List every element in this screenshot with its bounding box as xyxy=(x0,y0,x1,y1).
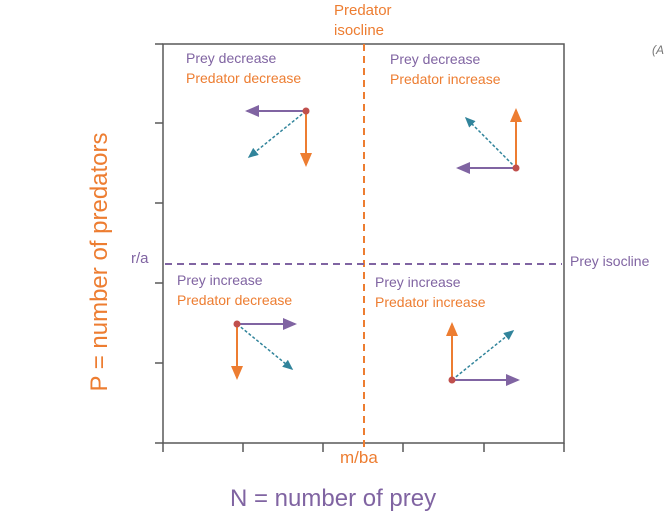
corner-mark: (A xyxy=(652,43,664,57)
top-right-prey: Prey decrease xyxy=(390,51,481,67)
bottom-right-predator: Predator increase xyxy=(375,294,486,310)
m-over-ba-label: m/ba xyxy=(340,448,378,467)
axes-frame xyxy=(155,43,565,452)
prey-isocline-label: Prey isocline xyxy=(570,253,650,269)
vector-bottom-left xyxy=(231,318,297,380)
x-axis-title: N = number of prey xyxy=(230,485,437,512)
bottom-right-prey: Prey increase xyxy=(375,274,461,290)
top-left-prey: Prey decrease xyxy=(186,50,277,66)
predator-isocline-label-1: Predator xyxy=(334,2,392,19)
vector-bottom-right xyxy=(446,322,520,386)
y-axis-title: P = number of predators xyxy=(86,132,113,392)
bottom-left-predator: Predator decrease xyxy=(177,292,293,308)
r-over-a-label: r/a xyxy=(131,250,149,267)
predator-isocline-label-2: isocline xyxy=(334,22,385,39)
vector-top-left xyxy=(245,105,312,167)
vector-top-right xyxy=(456,108,522,174)
top-left-predator: Predator decrease xyxy=(186,70,302,86)
top-right-predator: Predator increase xyxy=(390,71,501,87)
bottom-left-prey: Prey increase xyxy=(177,272,263,288)
